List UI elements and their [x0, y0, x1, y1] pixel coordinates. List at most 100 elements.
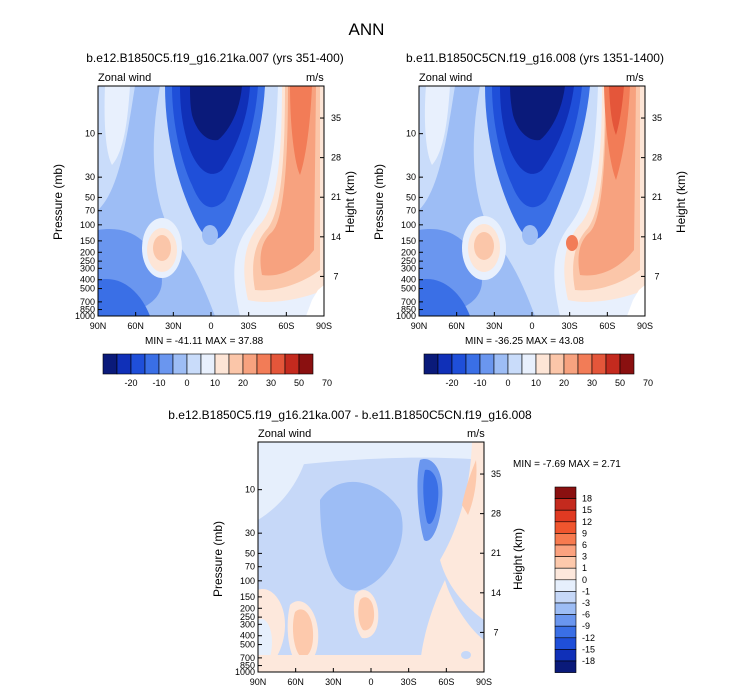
panel1-ylabel: Pressure (mb) — [51, 164, 65, 241]
colorbar-swatch — [554, 660, 577, 673]
colorbar-swatch — [554, 544, 577, 557]
panel3-axes: 90N 60N 30N 0 30S 60S 90S103050701001502002503… — [235, 469, 501, 687]
colorbars: -20 -10 0 10 20 30 50 70 -20 -10 0 10 20 30 50 70181512… — [102, 353, 653, 673]
y2-tick-label: 14 — [652, 232, 662, 242]
colorbar-label: -18 — [582, 656, 595, 666]
x-tick-label: 90S — [637, 321, 653, 331]
x-tick-label: 60N — [127, 321, 144, 331]
y-tick-label: 70 — [85, 206, 95, 216]
colorbar-swatch — [116, 353, 132, 375]
y-tick-label: 70 — [406, 206, 416, 216]
panel1-contour-plot — [98, 86, 324, 316]
y2-tick-label: 35 — [652, 113, 662, 123]
colorbar-swatch — [200, 353, 216, 375]
y2-tick-label: 28 — [491, 509, 501, 519]
y-tick-label: 100 — [401, 220, 416, 230]
colorbar-label: 20 — [559, 378, 569, 388]
x-tick-label: 60S — [438, 677, 454, 687]
panel2-stats: MIN = -36.25 MAX = 43.08 — [465, 336, 584, 347]
y-tick-label: 700 — [401, 297, 416, 307]
panel2-axes: 90N 60N 30N 0 30S 60S 90S103050701001502002503… — [396, 113, 662, 331]
colorbar-swatch — [465, 353, 481, 375]
colorbar-swatch — [172, 353, 188, 375]
y-tick-label: 500 — [240, 640, 255, 650]
panel3-right-label: m/s — [467, 428, 485, 440]
colorbar-swatch — [186, 353, 202, 375]
y2-tick-label: 14 — [491, 588, 501, 598]
colorbar-swatch — [554, 591, 577, 604]
colorbar-swatch — [479, 353, 495, 375]
colorbar-swatch — [554, 625, 577, 639]
panel2-right-label: m/s — [626, 72, 644, 84]
colorbar-swatch — [242, 353, 258, 375]
colorbar-label: -12 — [582, 633, 595, 643]
colorbar-label: 18 — [582, 494, 592, 504]
y2-tick-label: 21 — [331, 192, 341, 202]
y2-tick-label: 35 — [491, 469, 501, 479]
colorbar-swatch — [563, 353, 579, 375]
colorbar-label: 50 — [615, 378, 625, 388]
y-tick-label: 1000 — [235, 667, 255, 677]
y-tick-label: 700 — [80, 297, 95, 307]
panel2-contour-plot — [419, 86, 645, 316]
colorbar-label: 20 — [238, 378, 248, 388]
colorbar-label: -9 — [582, 621, 590, 631]
y-tick-label: 30 — [85, 172, 95, 182]
y-tick-label: 100 — [80, 220, 95, 230]
y-tick-label: 850 — [80, 305, 95, 315]
colorbar-swatch — [554, 509, 577, 523]
y-tick-label: 150 — [401, 236, 416, 246]
colorbar-swatch — [554, 579, 577, 592]
panel1-right-label: m/s — [306, 72, 324, 84]
colorbar-swatch — [102, 353, 118, 375]
y-tick-label: 250 — [80, 256, 95, 266]
y2-tick-label: 14 — [331, 232, 341, 242]
colorbar-swatch — [284, 353, 300, 375]
colorbar-label: 10 — [210, 378, 220, 388]
panel1-left-label: Zonal wind — [98, 72, 152, 84]
y2-tick-label: 28 — [652, 153, 662, 163]
panel3-title: b.e12.B1850C5.f19_g16.21ka.007 - b.e11.B… — [168, 408, 532, 422]
colorbar-swatch — [554, 602, 577, 615]
y-tick-label: 10 — [85, 129, 95, 139]
colorbar-label: 10 — [531, 378, 541, 388]
y2-tick-label: 28 — [331, 153, 341, 163]
x-tick-label: 60N — [287, 677, 304, 687]
x-tick-label: 30S — [562, 321, 578, 331]
colorbar-label: 30 — [587, 378, 597, 388]
y2-tick-label: 35 — [331, 113, 341, 123]
panel1-colorbar: -20 -10 0 10 20 30 50 70 — [102, 353, 332, 388]
colorbar-swatch — [554, 637, 577, 650]
y-tick-label: 50 — [85, 192, 95, 202]
colorbar-swatch — [214, 353, 230, 375]
y-tick-label: 250 — [240, 612, 255, 622]
colorbar-swatch — [554, 533, 577, 546]
x-tick-label: 0 — [529, 321, 534, 331]
colorbar-swatch — [554, 556, 577, 569]
y-tick-label: 300 — [80, 263, 95, 273]
y-tick-label: 10 — [245, 485, 255, 495]
colorbar-swatch — [577, 353, 593, 375]
colorbar-swatch — [554, 521, 577, 534]
y2-tick-label: 7 — [333, 271, 338, 281]
colorbar-swatch — [256, 353, 272, 375]
colorbar-label: -1 — [582, 586, 590, 596]
colorbar-swatch — [437, 353, 453, 375]
colorbar-label: 0 — [582, 575, 587, 585]
colorbar-swatch — [549, 353, 565, 375]
y-tick-label: 500 — [401, 284, 416, 294]
x-tick-label: 60N — [448, 321, 465, 331]
colorbar-label: -20 — [124, 378, 137, 388]
y-tick-label: 70 — [245, 562, 255, 572]
panel2-title: b.e11.B1850C5CN.f19_g16.008 (yrs 1351-14… — [406, 51, 664, 65]
y-tick-label: 150 — [80, 236, 95, 246]
colorbar-label: 3 — [582, 552, 587, 562]
y-tick-label: 150 — [240, 592, 255, 602]
axis-ticks: 90N 60N 30N 0 30S 60S 90S103050701001502002503… — [75, 113, 662, 687]
y-tick-label: 500 — [80, 284, 95, 294]
y-tick-label: 200 — [240, 603, 255, 613]
colorbar-swatch — [554, 486, 577, 499]
colorbar-label: 1 — [582, 563, 587, 573]
